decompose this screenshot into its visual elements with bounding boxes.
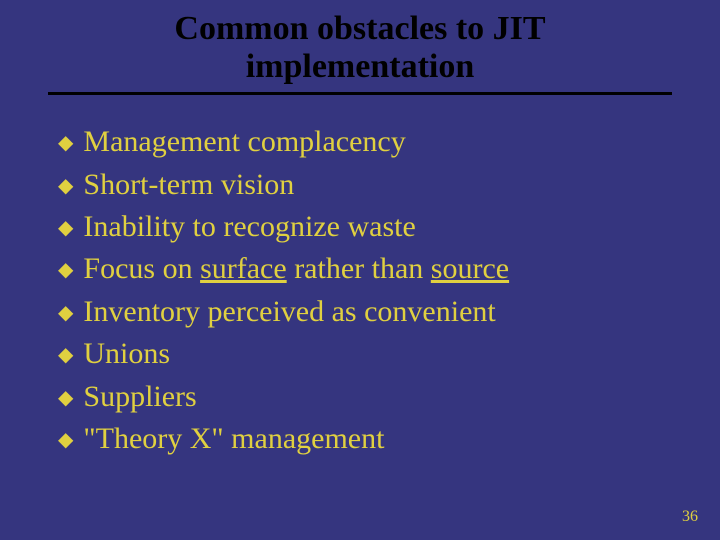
diamond-bullet-icon: ◆ (58, 176, 73, 196)
list-item: ◆ "Theory X" management (58, 420, 720, 458)
bullet-text: Inventory perceived as convenient (83, 293, 495, 331)
list-item: ◆ Inventory perceived as convenient (58, 293, 720, 331)
diamond-bullet-icon: ◆ (58, 260, 73, 280)
slide-number: 36 (682, 508, 698, 526)
bullet-text: Management complacency (83, 123, 405, 161)
list-item: ◆ Management complacency (58, 123, 720, 161)
list-item: ◆ Inability to recognize waste (58, 208, 720, 246)
title-block: Common obstacles to JIT implementation (0, 0, 720, 95)
bullet-list: ◆ Management complacency ◆ Short-term vi… (58, 123, 720, 458)
diamond-bullet-icon: ◆ (58, 430, 73, 450)
title-underline-rule (48, 92, 672, 95)
diamond-bullet-icon: ◆ (58, 388, 73, 408)
bullet-text: Short-term vision (83, 166, 294, 204)
diamond-bullet-icon: ◆ (58, 303, 73, 323)
diamond-bullet-icon: ◆ (58, 133, 73, 153)
list-item: ◆ Focus on surface rather than source (58, 250, 720, 288)
slide-title-line-2: implementation (0, 48, 720, 86)
list-item: ◆ Unions (58, 335, 720, 373)
list-item: ◆ Suppliers (58, 378, 720, 416)
bullet-text: Focus on surface rather than source (83, 250, 509, 288)
slide-title-line-1: Common obstacles to JIT (0, 10, 720, 48)
diamond-bullet-icon: ◆ (58, 218, 73, 238)
bullet-text: Inability to recognize waste (83, 208, 415, 246)
list-item: ◆ Short-term vision (58, 166, 720, 204)
diamond-bullet-icon: ◆ (58, 345, 73, 365)
bullet-text: Suppliers (83, 378, 196, 416)
bullet-text: Unions (83, 335, 170, 373)
bullet-text: "Theory X" management (83, 420, 384, 458)
